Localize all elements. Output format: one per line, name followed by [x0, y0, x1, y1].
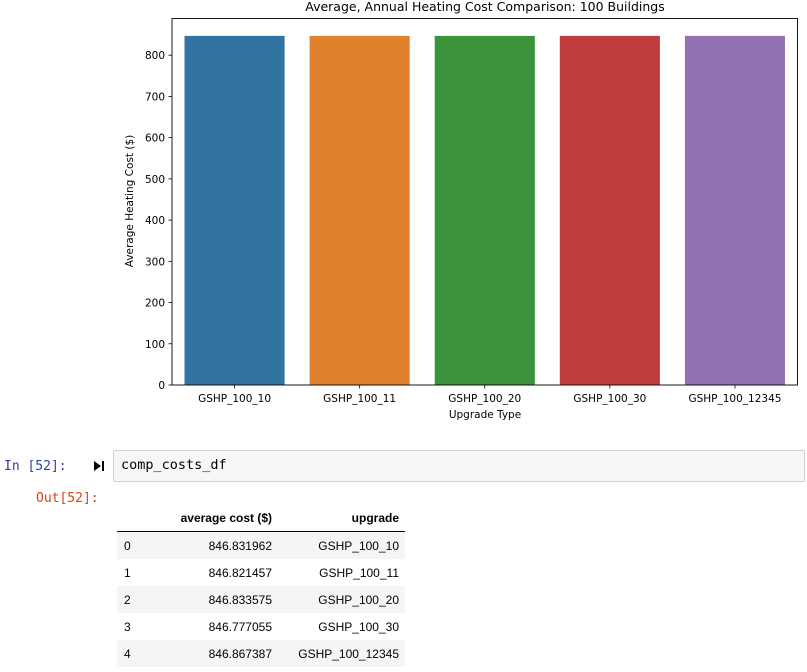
- input-prompt: In [52]:: [4, 459, 67, 474]
- bar: [434, 35, 535, 385]
- x-tick-label: GSHP_100_20: [448, 393, 521, 405]
- x-tick-label: GSHP_100_11: [323, 393, 396, 405]
- upgrade-cell: GSHP_100_11: [319, 565, 399, 580]
- upgrade-cell: GSHP_100_10: [318, 538, 399, 553]
- upgrade-header: upgrade: [278, 504, 405, 532]
- table-row: 1 846.821457 GSHP_100_11: [117, 559, 405, 586]
- bar: [684, 35, 785, 386]
- table-row: 0 846.831962 GSHP_100_10: [117, 531, 405, 559]
- row-index: 4: [124, 646, 131, 661]
- bar: [559, 35, 660, 386]
- y-tick-label: 700: [145, 91, 165, 103]
- upgrade-cell: GSHP_100_12345: [298, 646, 399, 661]
- bar-chart: Average, Annual Heating Cost Comparison:…: [124, 0, 798, 421]
- average-cost-cell: 846.821457: [208, 565, 272, 580]
- row-index: 2: [124, 592, 131, 607]
- average-cost-cell: 846.867387: [208, 646, 272, 661]
- table-row: 2 846.833575 GSHP_100_20: [117, 586, 405, 613]
- y-tick-label: 400: [145, 215, 165, 227]
- row-index: 3: [124, 619, 131, 634]
- table-row: 4 846.867387 GSHP_100_12345: [117, 640, 405, 667]
- row-index: 1: [124, 565, 131, 580]
- upgrade-cell: GSHP_100_30: [318, 619, 399, 634]
- dataframe-table: average cost ($) upgrade 0 846.831962 GS…: [117, 504, 405, 667]
- x-tick-label: GSHP_100_30: [573, 393, 646, 405]
- x-tick-label: GSHP_100_12345: [688, 393, 781, 405]
- upgrade-cell: GSHP_100_20: [318, 592, 399, 607]
- x-axis-label: Upgrade Type: [449, 409, 521, 421]
- code-input-cell[interactable]: comp_costs_df: [113, 450, 805, 482]
- table-row: 3 846.777055 GSHP_100_30: [117, 613, 405, 640]
- y-tick-label: 800: [145, 50, 165, 62]
- y-tick-label: 100: [145, 339, 165, 351]
- output-prompt: Out[52]:: [36, 491, 99, 506]
- bar: [184, 35, 285, 385]
- y-tick-label: 200: [145, 298, 165, 310]
- bar: [309, 35, 410, 386]
- average-cost-cell: 846.777055: [208, 619, 272, 634]
- x-tick-label: GSHP_100_10: [198, 393, 271, 405]
- index-header: [117, 504, 146, 532]
- y-tick-label: 300: [145, 256, 165, 268]
- average-cost-header: average cost ($): [146, 504, 278, 532]
- y-tick-label: 500: [145, 174, 165, 186]
- chart-title: Average, Annual Heating Cost Comparison:…: [305, 0, 665, 14]
- table-header-row: average cost ($) upgrade: [117, 504, 405, 532]
- y-axis-label: Average Heating Cost ($): [124, 135, 136, 268]
- row-index: 0: [124, 538, 131, 553]
- y-tick-label: 0: [158, 380, 165, 392]
- run-cell-icon[interactable]: [93, 459, 105, 473]
- y-tick-label: 600: [145, 133, 165, 145]
- average-cost-cell: 846.831962: [208, 538, 272, 553]
- average-cost-cell: 846.833575: [208, 592, 272, 607]
